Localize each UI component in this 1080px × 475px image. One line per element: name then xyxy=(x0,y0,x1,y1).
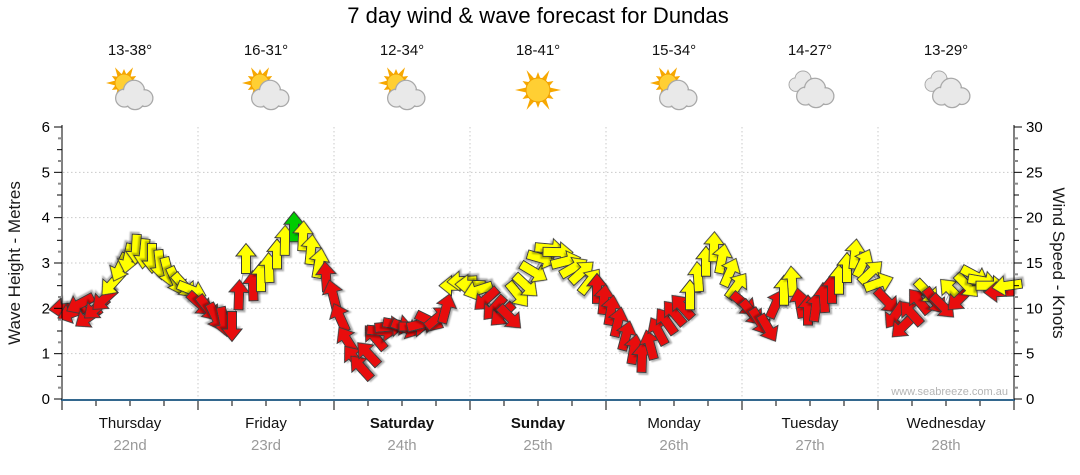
sun-ray xyxy=(515,87,527,93)
day-name: Saturday xyxy=(369,415,435,432)
cloud-shape xyxy=(931,77,971,109)
day-name: Thursday xyxy=(98,415,162,432)
day-name: Wednesday xyxy=(906,415,986,432)
sun-cloud-icon xyxy=(106,67,154,111)
wind-speed-tick-label: 20 xyxy=(1026,210,1043,227)
wind-arrow xyxy=(234,242,258,274)
chart-title: 7 day wind & wave forecast for Dundas xyxy=(347,3,729,28)
sun-ray xyxy=(549,87,561,93)
sun-ray xyxy=(378,80,388,86)
sun-ray xyxy=(535,101,541,108)
wind-arrow xyxy=(872,286,898,313)
axes: 0 1 2 3 4 5 6 0 5 10 15 20 25 30 xyxy=(42,119,1043,410)
sun-ray xyxy=(257,68,263,75)
cloud-icon xyxy=(924,70,971,109)
day-temperature: 18-41° xyxy=(515,42,561,59)
day-name: Friday xyxy=(245,415,287,432)
cloud-puff-fill xyxy=(126,91,144,109)
sun-core xyxy=(525,77,551,103)
sun-icon xyxy=(515,70,561,110)
wind-arrow xyxy=(350,355,376,383)
wave-height-tick-label: 5 xyxy=(42,164,50,181)
wind-speed-tick-label: 0 xyxy=(1026,391,1034,408)
sun-ray xyxy=(121,68,127,75)
wind-arrow xyxy=(755,312,779,342)
wind-speed-tick-label: 5 xyxy=(1026,346,1034,363)
watermark: www.seabreeze.com.au xyxy=(890,386,1008,398)
wind-arrow xyxy=(711,242,734,275)
day-temperature: 13-29° xyxy=(923,42,969,59)
wind-arrow xyxy=(220,311,244,343)
sun-ray xyxy=(242,80,252,86)
sun-shape xyxy=(515,70,561,110)
wind-arrow xyxy=(723,272,748,302)
wind-speed-tick-label: 15 xyxy=(1026,255,1043,272)
cloud-shape xyxy=(250,79,290,111)
gridlines xyxy=(63,127,1013,399)
wave-height-tick-label: 3 xyxy=(42,255,50,272)
day-date: 25th xyxy=(523,437,553,454)
cloud-puff-fill xyxy=(670,91,688,109)
day-date: 27th xyxy=(795,437,825,454)
wind-speed-tick-label: 30 xyxy=(1026,119,1043,136)
day-temperature: 14-27° xyxy=(787,42,833,59)
sun-cloud-icon xyxy=(378,67,426,111)
day-temperature: 16-31° xyxy=(243,42,289,59)
day-name: Tuesday xyxy=(781,415,839,432)
day-temperature: 12-34° xyxy=(379,42,425,59)
day-temperature: 13-38° xyxy=(107,42,153,59)
wave-height-tick-label: 4 xyxy=(42,210,50,227)
wind-arrow xyxy=(518,259,548,283)
day-date: 23rd xyxy=(250,437,282,454)
sun-ray xyxy=(106,80,116,86)
sun-ray xyxy=(650,80,660,86)
wind-arrow xyxy=(228,278,251,311)
cloud-shape xyxy=(114,79,154,111)
day-temperature: 15-34° xyxy=(651,42,697,59)
wind-arrow xyxy=(435,293,458,325)
wind-speed-tick-label: 25 xyxy=(1026,164,1043,181)
wind-arrow xyxy=(308,247,331,280)
cloud-puff-fill xyxy=(807,89,825,107)
wind-arrow xyxy=(292,220,315,252)
sun-ray xyxy=(665,68,671,75)
sun-ray xyxy=(393,68,399,75)
wind-arrow xyxy=(357,342,383,369)
cloud-icon xyxy=(788,70,835,109)
wave-height-tick-label: 2 xyxy=(42,300,50,317)
wind-arrow xyxy=(300,233,323,266)
wave-height-tick-label: 0 xyxy=(42,391,50,408)
wind-speed-tick-label: 10 xyxy=(1026,300,1043,317)
day-date: 28th xyxy=(931,437,961,454)
sun-ray xyxy=(535,72,541,79)
day-date: 24th xyxy=(387,437,417,454)
day-date: 22nd xyxy=(113,437,147,454)
day-date: 26th xyxy=(659,437,689,454)
wind-arrows xyxy=(48,210,1024,383)
wind-arrow xyxy=(719,257,741,289)
wind-arrow xyxy=(703,230,726,263)
cloud-shape xyxy=(795,77,835,109)
cloud-puff-fill xyxy=(943,89,961,107)
cloud-shape xyxy=(658,79,698,111)
sun-cloud-icon xyxy=(242,67,290,111)
wind-arrow xyxy=(607,306,630,339)
wave-height-tick-label: 1 xyxy=(42,346,50,363)
wind-arrow xyxy=(495,302,522,329)
wave-height-tick-label: 6 xyxy=(42,119,50,136)
sun-cloud-icon xyxy=(650,67,698,111)
day-name: Sunday xyxy=(510,415,566,432)
day-name: Monday xyxy=(647,415,701,432)
cloud-shape xyxy=(386,79,426,111)
cloud-puff-fill xyxy=(398,91,416,109)
wind-arrow xyxy=(862,271,894,293)
cloud-puff-fill xyxy=(262,91,280,109)
wind-arrow xyxy=(991,275,1024,297)
